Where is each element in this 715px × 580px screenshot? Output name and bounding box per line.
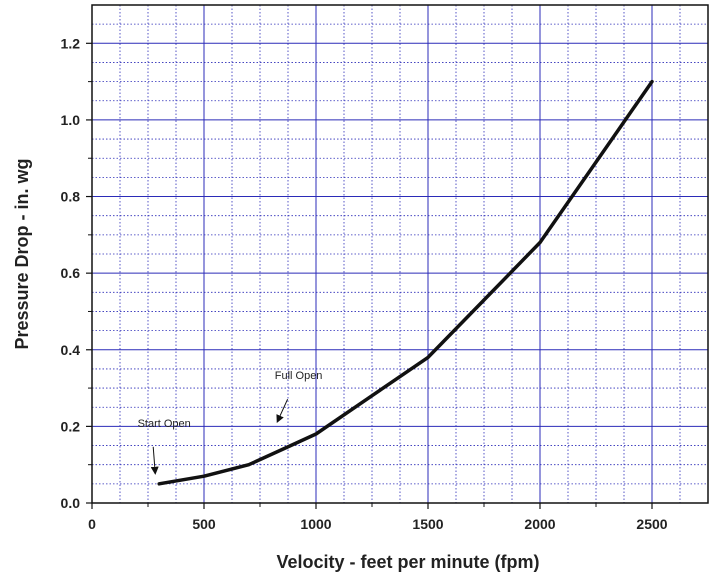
y-tick-label: 0.4: [61, 342, 81, 358]
annotation-arrow: [150, 446, 159, 475]
annotation-label: Full Open: [275, 370, 323, 382]
series-line: [157, 79, 654, 486]
y-axis-title: Pressure Drop - in. wg: [12, 158, 32, 349]
y-tick-label: 0.6: [61, 265, 81, 281]
major-gridlines: [92, 5, 708, 503]
annotation-arrow: [276, 399, 289, 424]
annotations: Start Open Full Open: [138, 370, 323, 475]
plot-frame: [91, 4, 709, 504]
minor-gridlines: [92, 5, 708, 503]
y-tick-label: 0.8: [61, 189, 81, 205]
x-tick-label: 1000: [300, 516, 331, 532]
y-tick-label: 1.0: [61, 112, 81, 128]
x-tick-label: 2500: [636, 516, 667, 532]
x-axis-ticks: 0 500 1000 1500 2000 2500: [88, 503, 668, 532]
annotation-label: Start Open: [138, 418, 191, 430]
x-tick-label: 1500: [412, 516, 443, 532]
x-tick-label: 0: [88, 516, 96, 532]
y-tick-label: 0.2: [61, 418, 81, 434]
x-tick-label: 2000: [524, 516, 555, 532]
y-tick-label: 1.2: [61, 35, 81, 51]
x-axis-title: Velocity - feet per minute (fpm): [276, 552, 539, 572]
y-axis-ticks: 0.0 0.2 0.4 0.6 0.8 1.0 1.2: [61, 35, 92, 511]
y-tick-label: 0.0: [61, 495, 81, 511]
x-tick-label: 500: [192, 516, 216, 532]
